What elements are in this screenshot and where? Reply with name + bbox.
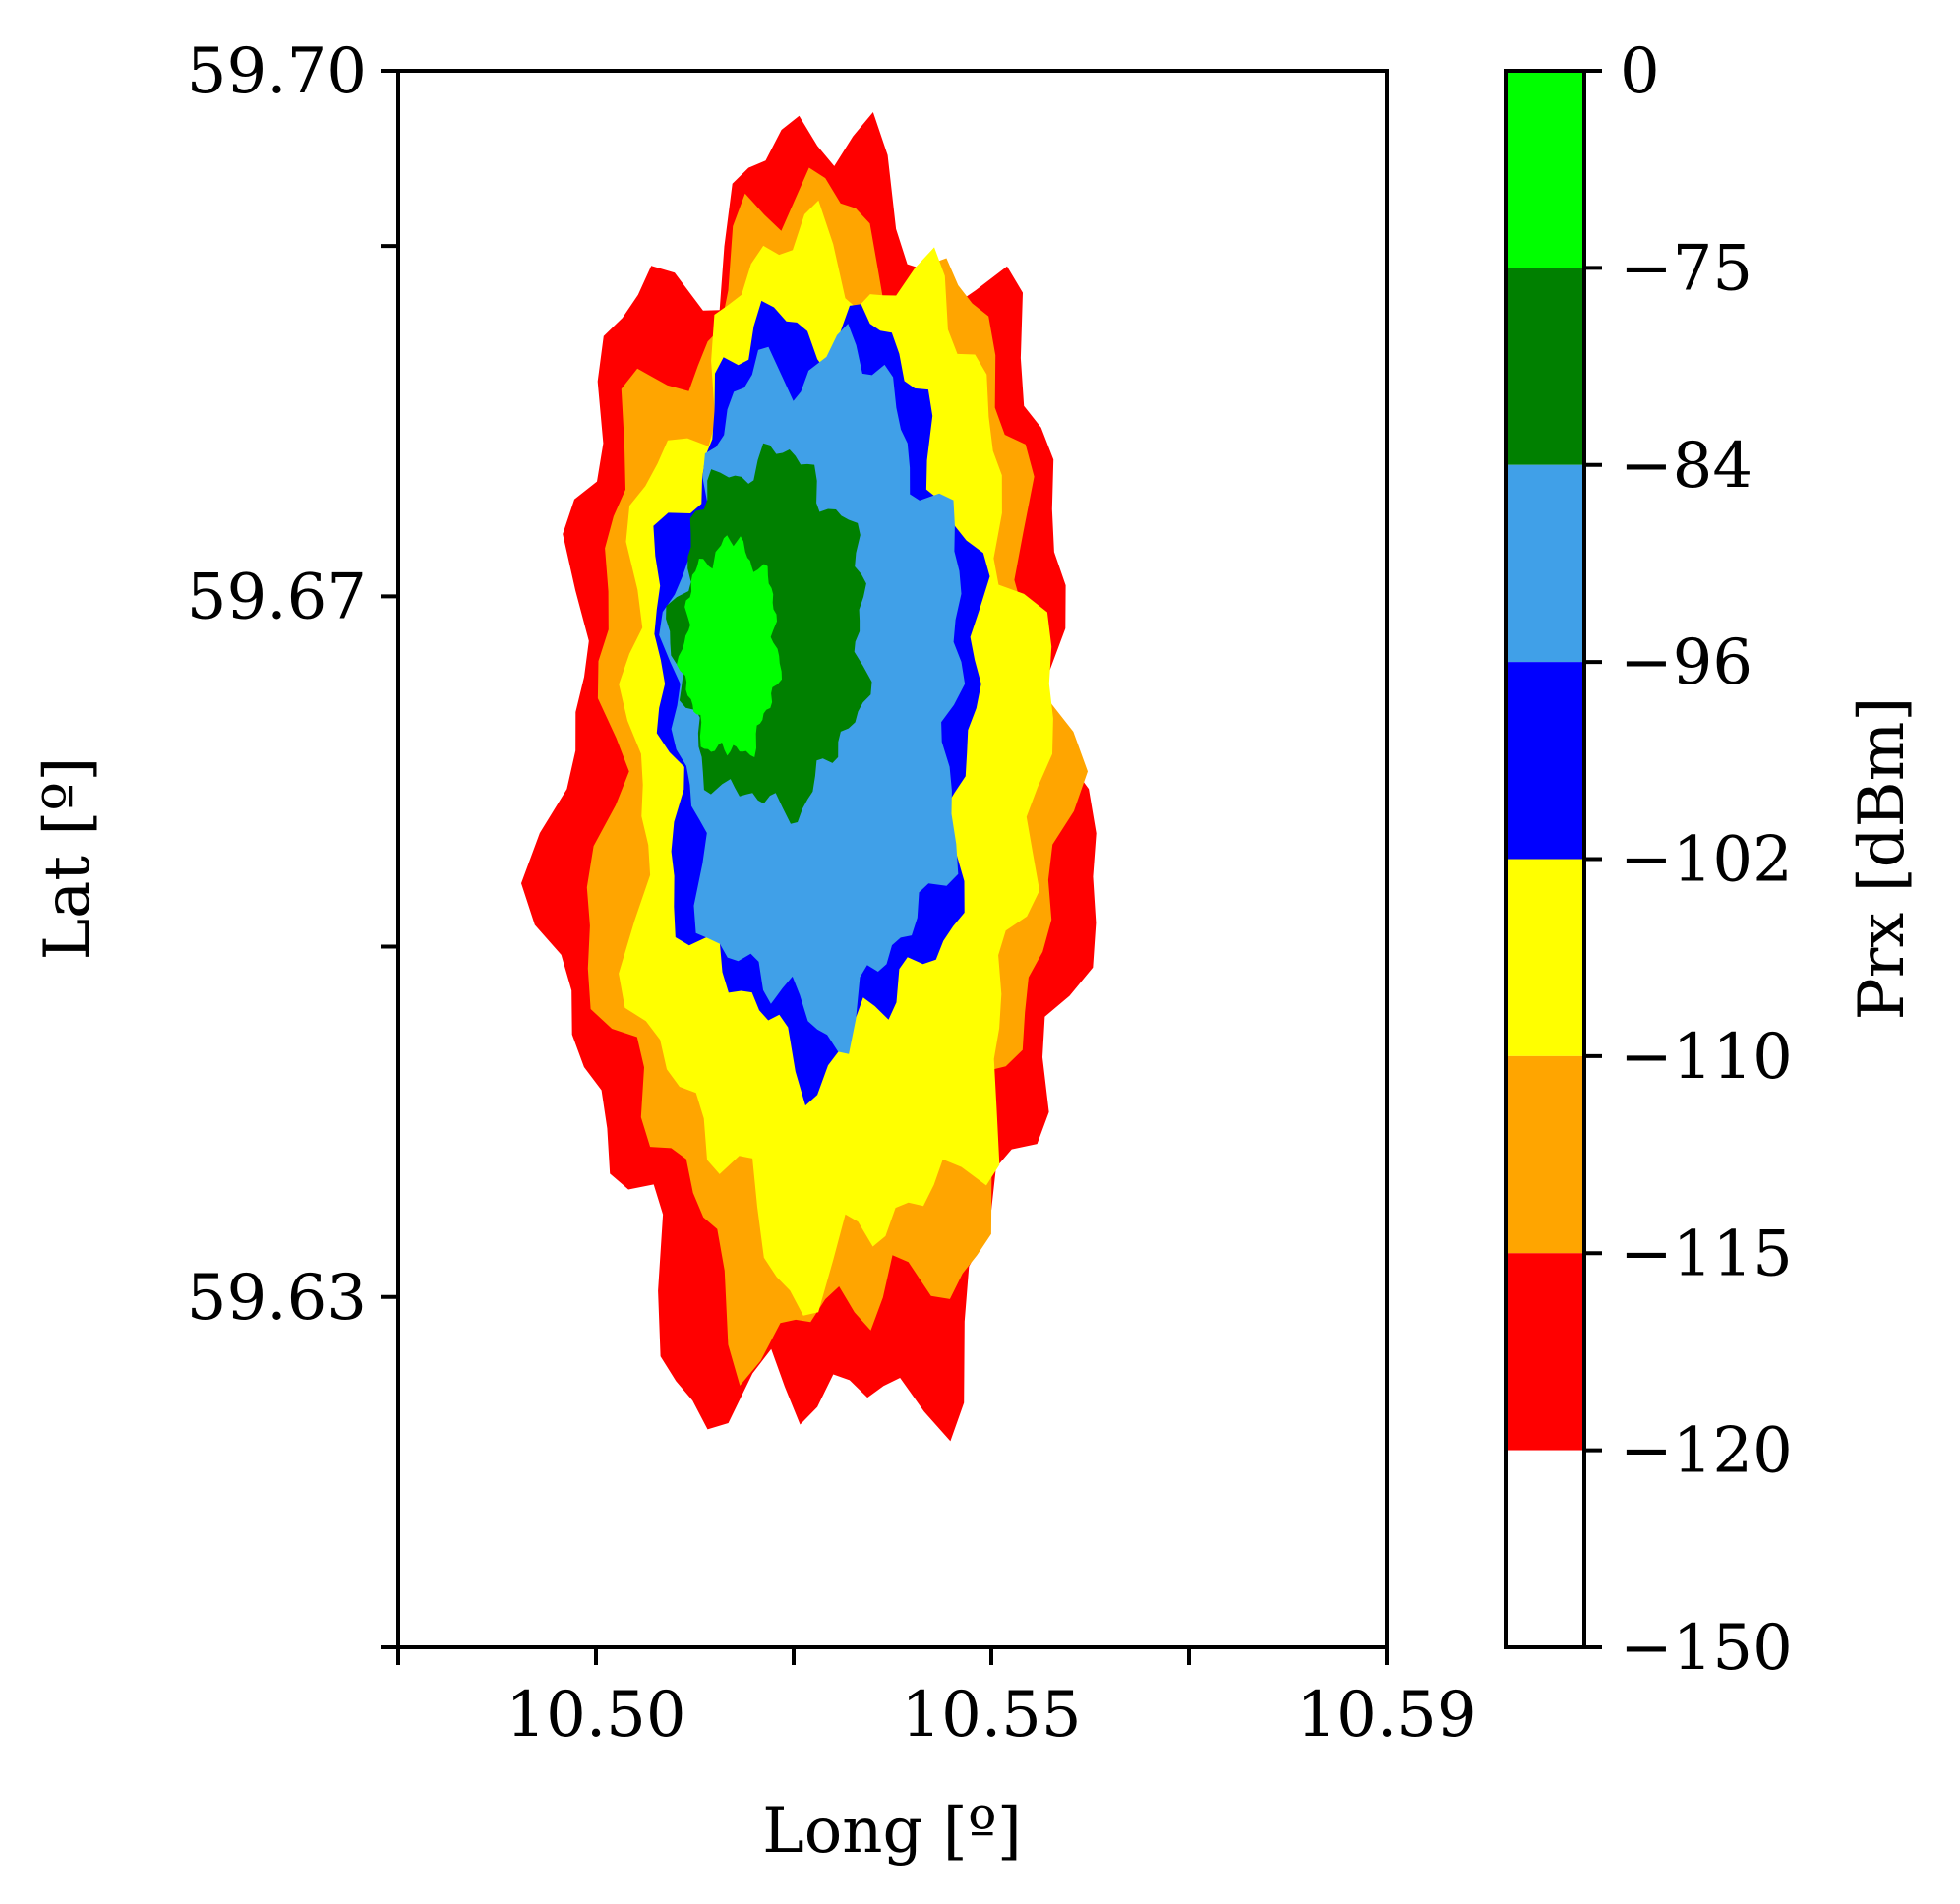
- colorbar-band: [1506, 1253, 1584, 1451]
- colorbar-tick-label: −96: [1620, 626, 1752, 699]
- y-tick-label: 59.67: [187, 561, 367, 633]
- colorbar: 0 −75 −84 −96 −102 −110 −115 −120 −150: [1506, 35, 1793, 1685]
- coverage-map: [521, 112, 1097, 1442]
- colorbar-band: [1506, 662, 1584, 860]
- colorbar-band: [1506, 859, 1584, 1056]
- colorbar-tick-label: −120: [1620, 1415, 1793, 1488]
- colorbar-tick-label: −102: [1620, 824, 1793, 897]
- colorbar-band: [1506, 71, 1584, 268]
- colorbar-tick-label: −150: [1620, 1612, 1793, 1685]
- colorbar-tick-label: −115: [1620, 1218, 1793, 1290]
- colorbar-tick-label: 0: [1620, 35, 1660, 108]
- coverage-zone: [677, 535, 782, 757]
- colorbar-band: [1506, 1450, 1584, 1647]
- colorbar-tick-label: −75: [1620, 232, 1752, 305]
- y-axis: 59.63 59.67 59.70: [187, 35, 398, 1649]
- y-axis-label: Lat [º]: [31, 757, 104, 961]
- colorbar-band: [1506, 1055, 1584, 1254]
- x-tick-label: 10.59: [1296, 1679, 1476, 1752]
- x-tick-label: 10.55: [901, 1679, 1081, 1752]
- colorbar-tick-label: −110: [1620, 1021, 1793, 1094]
- y-tick-label: 59.63: [187, 1262, 367, 1335]
- x-tick-label: 10.50: [505, 1679, 685, 1752]
- plot-frame: [396, 69, 1389, 1649]
- colorbar-label: Prx [dBm]: [1846, 697, 1919, 1021]
- colorbar-frame: [1504, 69, 1586, 1649]
- colorbar-band: [1506, 464, 1584, 663]
- colorbar-band: [1506, 268, 1584, 465]
- colorbar-tick-label: −84: [1620, 430, 1752, 503]
- y-tick-label: 59.70: [187, 35, 367, 108]
- x-axis: 10.50 10.55 10.59: [396, 1647, 1477, 1752]
- x-axis-label: Long [º]: [762, 1795, 1022, 1868]
